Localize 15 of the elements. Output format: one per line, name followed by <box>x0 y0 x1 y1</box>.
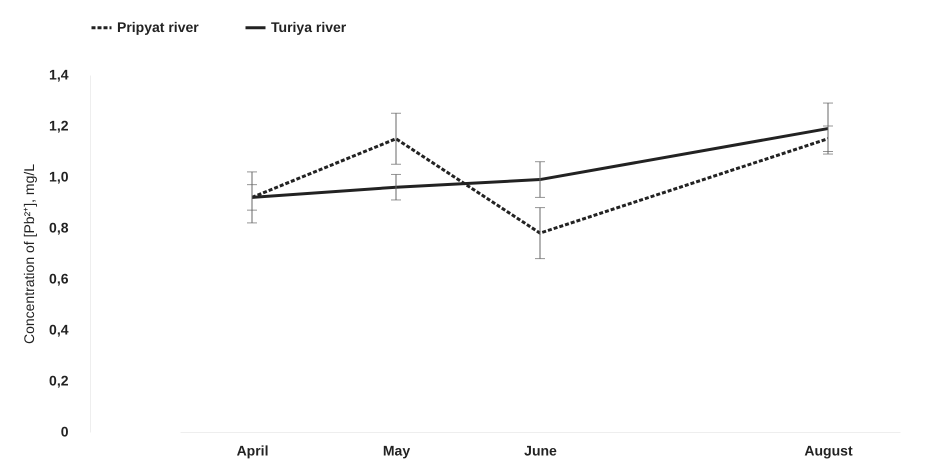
y-tick-label: 1,2 <box>49 118 69 134</box>
x-tick-label: April <box>236 442 268 458</box>
x-tick-label: June <box>524 442 558 458</box>
y-axis-title: Concentration of [Pb²⁺], mg/L <box>21 164 38 344</box>
y-tick-label: 0,8 <box>49 220 69 236</box>
legend-label: Turiya river <box>271 18 347 35</box>
y-tick-label: 1,4 <box>49 66 69 82</box>
x-tick-label: May <box>382 442 410 458</box>
x-tick-label: August <box>804 442 853 458</box>
legend-label: Pripyat river <box>117 18 200 35</box>
y-tick-label: 0 <box>60 424 69 440</box>
y-tick-label: 1,0 <box>49 168 69 184</box>
y-tick-label: 0,6 <box>49 270 69 286</box>
y-tick-label: 0,2 <box>49 372 69 388</box>
y-tick-label: 0,4 <box>49 322 69 338</box>
